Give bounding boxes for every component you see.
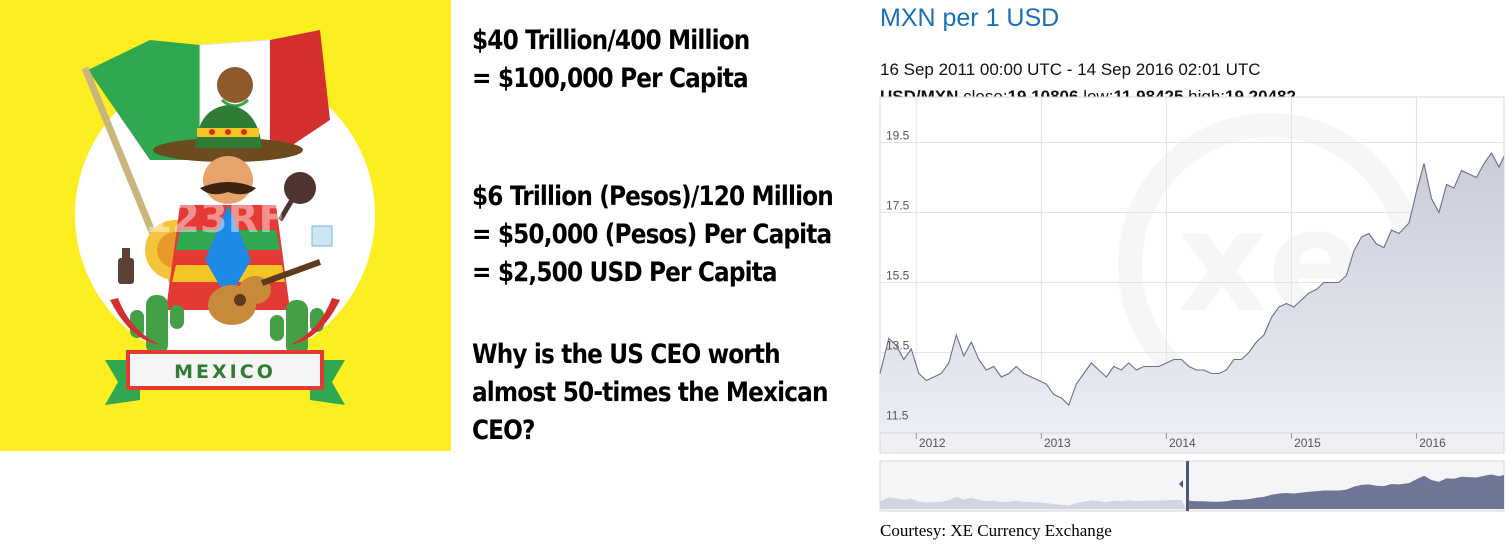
exchange-rate-chart: xe 19.517.515.513.511.5 2012 2013 2014 2015… [879, 96, 1505, 512]
bottle [118, 258, 134, 284]
text-line: Why is the US CEO worth [472, 339, 781, 370]
chart-title: MXN per 1 USD [880, 4, 1060, 32]
glass [311, 225, 333, 247]
x-axis-ticks: 2012 2013 2014 2015 2016 [915, 433, 1446, 450]
mexico-illustration: MEXICO 123RF [0, 0, 451, 451]
text-line: = $50,000 (Pesos) Per Capita [472, 219, 832, 250]
x-axis-strip [879, 432, 1505, 454]
x-tick-label: 2014 [1169, 436, 1196, 450]
x-tick-label: 2013 [1044, 436, 1071, 450]
y-axis-ticks: 19.5 17.5 15.5 13.5 11.5 [886, 129, 910, 423]
x-tick-label: 2012 [919, 436, 946, 450]
text-line: almost 50-times the Mexican [472, 377, 828, 408]
y-tick-label: 11.5 [886, 409, 909, 423]
navigator-area-selected [1186, 474, 1504, 509]
chili-right [290, 298, 340, 345]
mexico-banner: MEXICO [105, 350, 345, 405]
chili-left [110, 298, 160, 345]
range-navigator[interactable] [879, 460, 1505, 512]
mexico-illustration-art: MEXICO 123RF [75, 30, 375, 405]
chart-date-range: 16 Sep 2011 00:00 UTC - 14 Sep 2016 02:0… [880, 60, 1261, 79]
y-tick-label: 13.5 [886, 339, 910, 353]
watermark-text: 123RF [144, 196, 286, 242]
text-line: $6 Trillion (Pesos)/120 Million [472, 181, 834, 212]
navigator-handle-arrow-icon[interactable] [1179, 480, 1183, 488]
courtesy-caption: Courtesy: XE Currency Exchange [880, 521, 1112, 540]
eagle-emblem [217, 67, 253, 103]
rate-line [879, 151, 1505, 406]
moustache [200, 182, 256, 195]
rate-area [880, 153, 1504, 433]
y-tick-label: 15.5 [886, 269, 910, 283]
navigator-handle[interactable] [1186, 461, 1189, 511]
y-tick-label: 19.5 [886, 129, 910, 143]
navigator-area-unselected [880, 496, 1186, 509]
text-line: = $100,000 Per Capita [472, 63, 749, 94]
x-tick-label: 2016 [1419, 436, 1446, 450]
y-tick-label: 17.5 [886, 199, 910, 213]
sombrero [153, 105, 303, 162]
guitar [208, 259, 322, 325]
banner-text: MEXICO [174, 361, 276, 383]
maraca [284, 172, 316, 204]
text-line: = $2,500 USD Per Capita [472, 257, 778, 288]
text-block: $40 Trillion/400 Million = $100,000 Per … [472, 22, 872, 450]
text-line: CEO? [472, 415, 536, 446]
text-line: $40 Trillion/400 Million [472, 25, 750, 56]
x-tick-label: 2015 [1294, 436, 1321, 450]
